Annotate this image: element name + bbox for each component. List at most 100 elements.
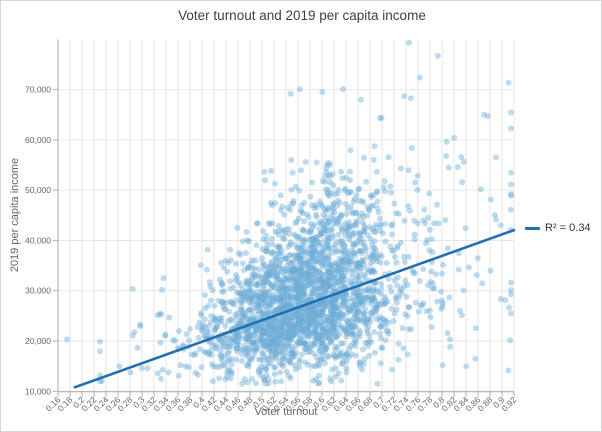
data-point bbox=[362, 321, 369, 328]
data-point bbox=[260, 228, 267, 235]
data-point bbox=[346, 265, 353, 272]
data-point bbox=[340, 264, 347, 271]
data-point bbox=[310, 308, 317, 314]
data-point bbox=[295, 288, 302, 295]
data-point bbox=[244, 338, 251, 345]
data-point bbox=[347, 323, 354, 330]
data-point bbox=[312, 303, 319, 310]
data-point bbox=[301, 274, 308, 281]
data-point bbox=[239, 311, 246, 318]
data-point bbox=[334, 238, 341, 245]
data-point bbox=[332, 316, 339, 323]
data-point bbox=[116, 363, 123, 370]
data-point bbox=[312, 317, 319, 324]
data-point bbox=[289, 324, 296, 331]
data-point bbox=[318, 307, 325, 314]
data-point bbox=[242, 346, 249, 353]
data-point bbox=[302, 276, 309, 283]
data-point bbox=[233, 314, 240, 321]
data-point bbox=[300, 305, 307, 312]
data-point bbox=[264, 277, 270, 284]
data-point bbox=[323, 299, 330, 306]
data-point bbox=[243, 362, 250, 369]
data-point bbox=[262, 338, 269, 345]
data-point bbox=[356, 333, 363, 340]
data-point bbox=[401, 259, 408, 265]
data-point bbox=[197, 310, 204, 316]
data-point bbox=[257, 301, 264, 308]
data-point bbox=[373, 287, 380, 294]
data-point bbox=[291, 265, 298, 272]
data-point bbox=[215, 297, 222, 304]
data-point bbox=[298, 268, 305, 275]
data-point bbox=[297, 272, 304, 279]
data-point bbox=[296, 364, 303, 371]
data-point bbox=[249, 300, 256, 307]
data-point bbox=[239, 260, 246, 267]
data-point bbox=[351, 340, 357, 347]
data-point bbox=[507, 337, 513, 344]
data-point bbox=[98, 378, 105, 385]
data-point bbox=[285, 301, 291, 308]
data-point bbox=[431, 285, 438, 292]
data-point bbox=[340, 315, 347, 322]
data-point bbox=[264, 273, 271, 280]
data-point bbox=[252, 304, 259, 311]
data-point bbox=[266, 334, 273, 341]
data-point bbox=[302, 236, 309, 243]
data-point bbox=[242, 336, 249, 342]
data-point bbox=[351, 196, 358, 203]
data-point bbox=[311, 205, 318, 211]
data-point bbox=[294, 311, 301, 317]
data-point bbox=[269, 342, 276, 349]
data-point bbox=[277, 305, 284, 312]
data-point bbox=[323, 333, 330, 340]
data-point bbox=[254, 293, 261, 300]
data-point bbox=[329, 171, 336, 178]
data-point bbox=[442, 217, 449, 223]
data-point bbox=[226, 356, 233, 363]
data-point bbox=[353, 262, 360, 269]
data-point bbox=[329, 317, 336, 324]
data-point bbox=[347, 280, 354, 287]
data-point bbox=[283, 285, 289, 292]
data-point bbox=[293, 274, 300, 281]
data-point bbox=[299, 227, 306, 234]
data-point bbox=[271, 340, 278, 347]
data-point bbox=[344, 317, 351, 324]
data-point bbox=[264, 242, 271, 249]
data-point bbox=[300, 248, 306, 255]
regression-trendline bbox=[73, 228, 516, 389]
data-point bbox=[278, 247, 285, 254]
data-point bbox=[411, 217, 418, 224]
data-point bbox=[352, 301, 359, 308]
data-point bbox=[206, 350, 213, 357]
data-point bbox=[332, 297, 339, 304]
data-point bbox=[328, 284, 335, 291]
gridlines bbox=[57, 39, 515, 392]
data-point bbox=[311, 241, 318, 248]
data-point bbox=[297, 336, 304, 343]
data-point bbox=[324, 222, 330, 229]
data-point bbox=[259, 337, 266, 344]
data-point bbox=[334, 190, 341, 197]
data-point bbox=[237, 329, 244, 336]
data-point bbox=[451, 134, 457, 141]
data-point bbox=[332, 344, 339, 350]
data-point bbox=[254, 324, 260, 331]
data-point bbox=[319, 339, 326, 346]
data-point bbox=[353, 222, 360, 229]
data-point bbox=[387, 243, 394, 250]
legend-item-trendline[interactable]: R² = 0.34 bbox=[525, 222, 591, 234]
data-point bbox=[364, 315, 370, 322]
data-point bbox=[260, 350, 267, 357]
data-point bbox=[319, 256, 326, 263]
data-point bbox=[320, 290, 327, 297]
data-point bbox=[212, 344, 219, 351]
data-point bbox=[347, 327, 354, 334]
data-point bbox=[508, 291, 514, 298]
data-point bbox=[175, 372, 182, 379]
data-point bbox=[253, 242, 260, 249]
data-point bbox=[309, 236, 316, 243]
data-point bbox=[219, 357, 226, 364]
